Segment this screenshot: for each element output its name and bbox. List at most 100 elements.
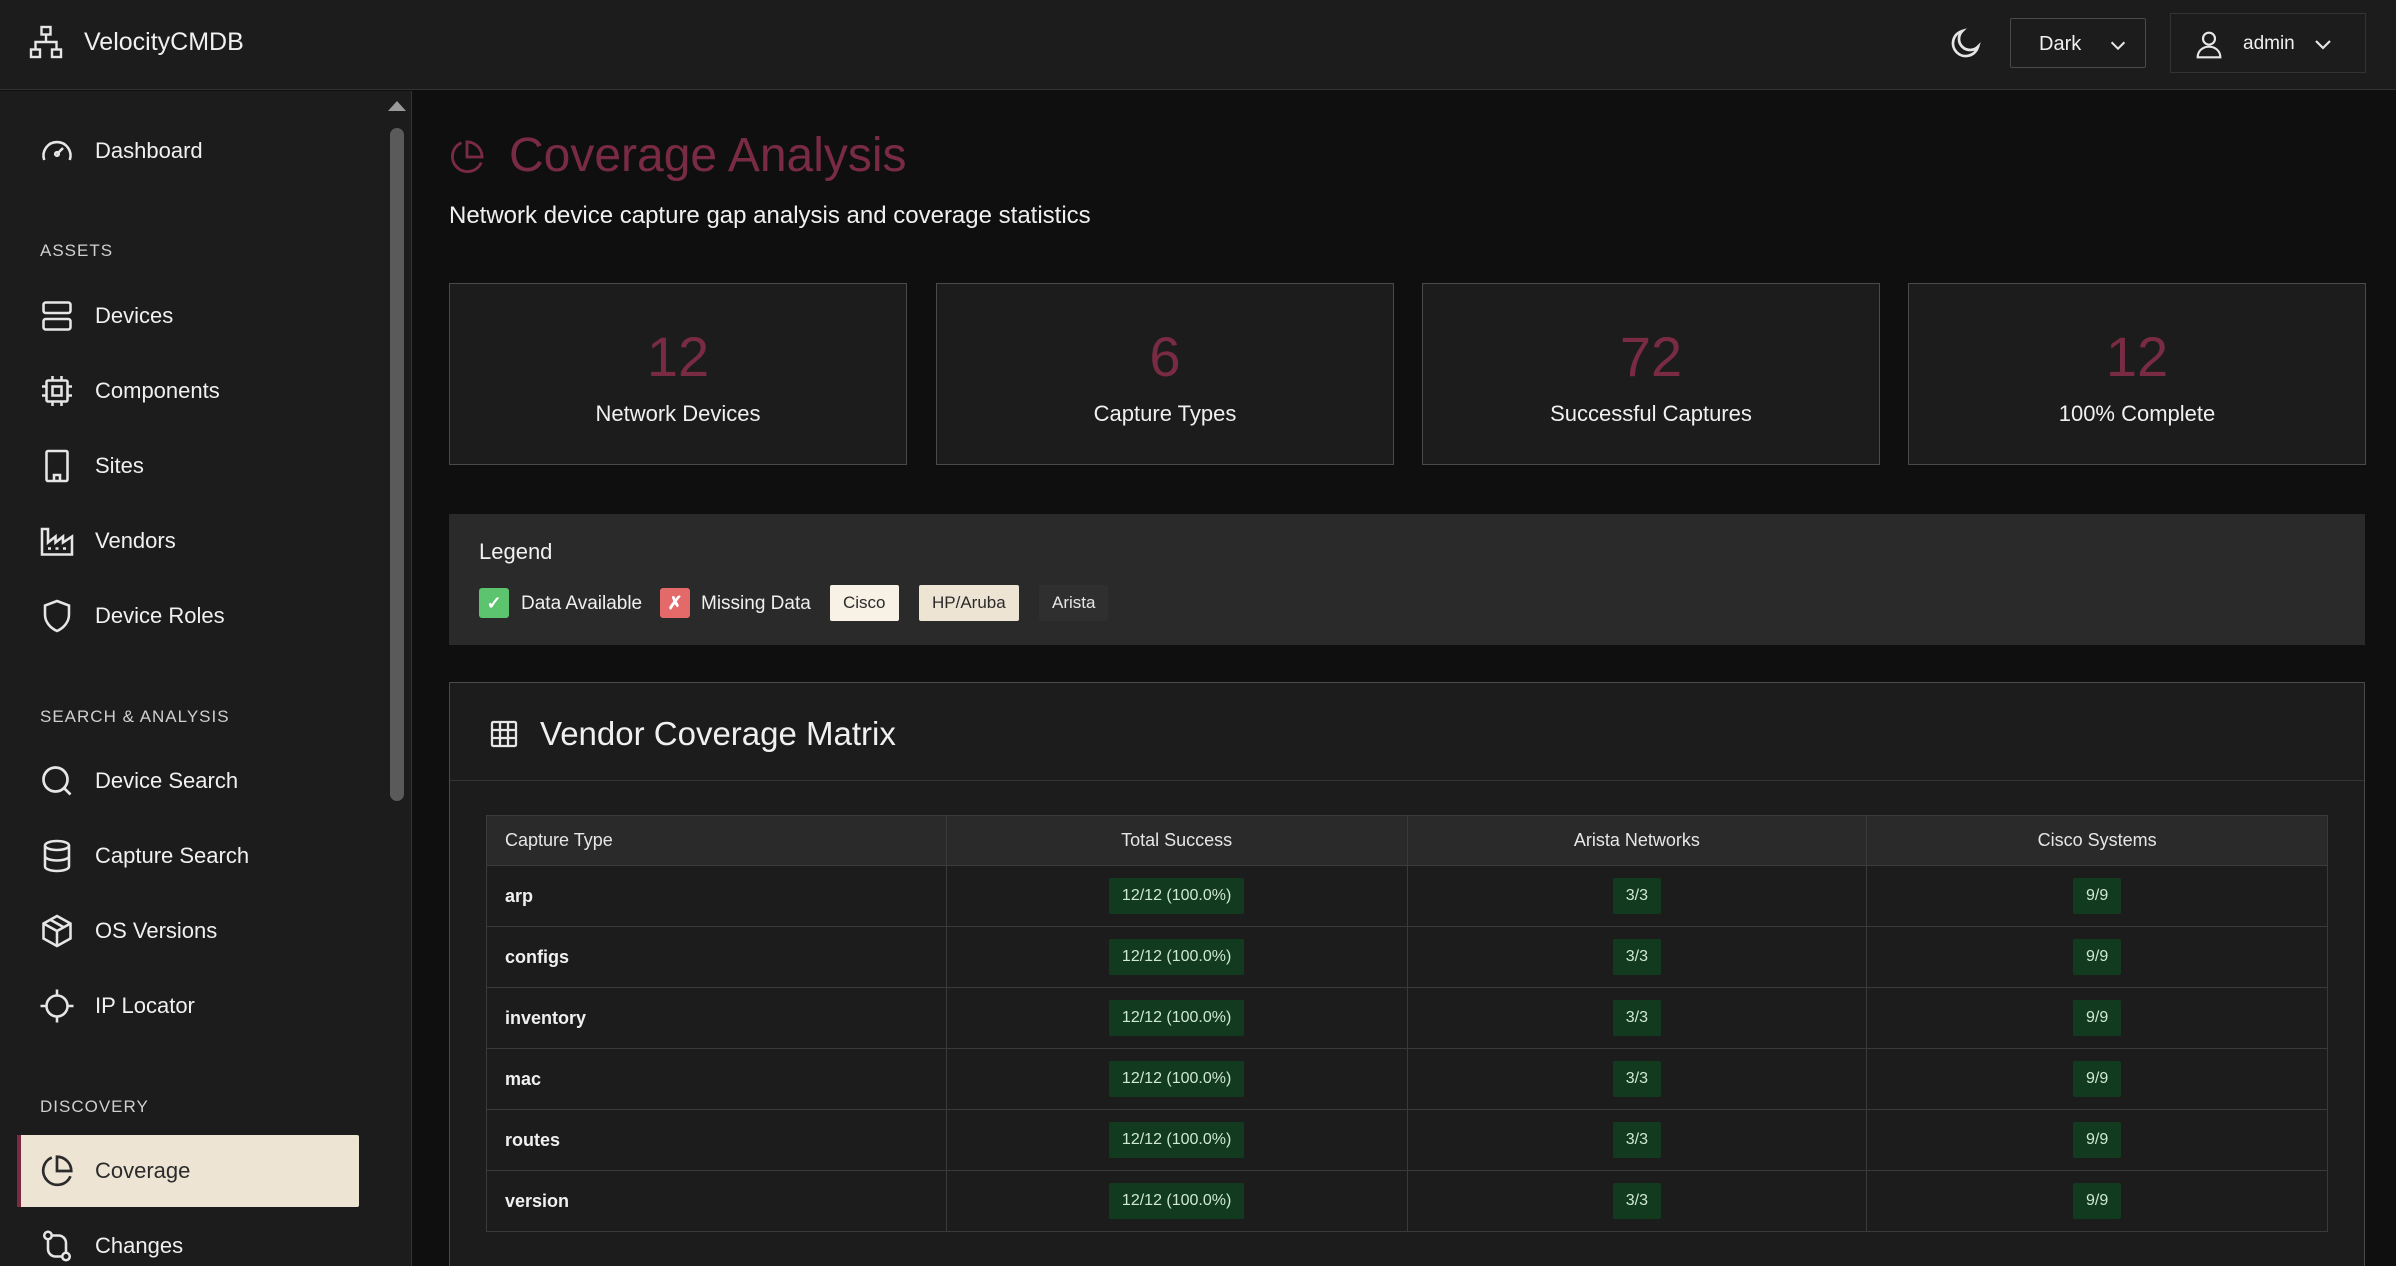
success-badge: 9/9 — [2072, 1183, 2122, 1219]
stat-card-complete: 12 100% Complete — [1908, 283, 2366, 465]
arista-cell: 3/3 — [1406, 865, 1868, 927]
sidebar-item-label: Capture Search — [95, 843, 250, 868]
sidebar-item-capture-search[interactable]: Capture Search — [17, 820, 359, 892]
table-row: mac 12/12 (100.0%) 3/3 9/9 — [486, 1048, 2328, 1110]
legend-title: Legend — [479, 539, 553, 564]
column-header[interactable]: Cisco Systems — [1866, 815, 2328, 866]
sidebar-item-device-roles[interactable]: Device Roles — [17, 580, 359, 652]
chevron-down-icon — [2110, 41, 2126, 51]
total-success-cell: 12/12 (100.0%) — [945, 865, 1408, 927]
section-search-analysis: SEARCH & ANALYSIS — [40, 707, 230, 726]
matrix-title: Vendor Coverage Matrix — [540, 715, 896, 752]
cross-icon: ✗ — [660, 588, 690, 618]
sidebar-item-dashboard[interactable]: Dashboard — [17, 115, 359, 187]
cisco-cell: 9/9 — [1866, 926, 2328, 988]
cisco-cell: 9/9 — [1866, 1170, 2328, 1232]
stat-label: 100% Complete — [2058, 401, 2216, 426]
app-title: VelocityCMDB — [84, 27, 244, 56]
capture-type-cell: configs — [486, 926, 947, 988]
cisco-cell: 9/9 — [1866, 1048, 2328, 1110]
capture-type-cell: arp — [486, 865, 947, 927]
total-success-cell: 12/12 (100.0%) — [945, 1109, 1408, 1171]
chevron-down-icon — [2315, 40, 2331, 50]
section-discovery: DISCOVERY — [40, 1097, 149, 1116]
table-row: inventory 12/12 (100.0%) 3/3 9/9 — [486, 987, 2328, 1049]
success-badge: 3/3 — [1612, 1122, 1661, 1158]
sidebar-item-label: Devices — [95, 303, 174, 328]
sidebar-item-ip-locator[interactable]: IP Locator — [17, 970, 359, 1042]
stat-label: Capture Types — [1093, 401, 1237, 426]
sidebar-item-label: OS Versions — [95, 918, 218, 943]
success-badge: 9/9 — [2072, 1000, 2122, 1036]
scrollbar-thumb[interactable] — [390, 128, 404, 801]
cisco-cell: 9/9 — [1866, 987, 2328, 1049]
sidebar-item-label: IP Locator — [95, 993, 195, 1018]
sidebar-item-os-versions[interactable]: OS Versions — [17, 895, 359, 967]
box-icon — [42, 914, 72, 948]
page-subtitle: Network device capture gap analysis and … — [449, 202, 1091, 229]
scroll-up-arrow-icon[interactable] — [388, 101, 406, 111]
stat-label: Network Devices — [595, 401, 761, 426]
success-badge: 12/12 (100.0%) — [1108, 1122, 1245, 1158]
arista-cell: 3/3 — [1406, 1048, 1868, 1110]
chip-icon — [42, 376, 72, 406]
check-icon: ✓ — [479, 588, 509, 618]
stat-value: 12 — [2105, 325, 2169, 388]
success-badge: 3/3 — [1612, 1183, 1661, 1219]
total-success-cell: 12/12 (100.0%) — [945, 926, 1408, 988]
legend-available-label: Data Available — [521, 593, 643, 614]
search-icon — [42, 766, 72, 796]
success-badge: 3/3 — [1612, 1061, 1661, 1097]
vendor-badge-hparuba: HP/Aruba — [919, 585, 1019, 621]
server-icon — [42, 301, 72, 331]
user-name: admin — [2243, 33, 2295, 54]
success-badge: 3/3 — [1612, 939, 1661, 975]
table-row: routes 12/12 (100.0%) 3/3 9/9 — [486, 1109, 2328, 1171]
success-badge: 12/12 (100.0%) — [1108, 878, 1245, 914]
cisco-cell: 9/9 — [1866, 1109, 2328, 1171]
vendor-badge-cisco: Cisco — [830, 585, 899, 621]
legend-panel: Legend ✓ Data Available ✗ Missing Data C… — [449, 514, 2365, 645]
sidebar-item-label: Sites — [95, 453, 144, 478]
sidebar-item-sites[interactable]: Sites — [17, 430, 359, 502]
column-header[interactable]: Total Success — [945, 815, 1408, 866]
success-badge: 9/9 — [2072, 1122, 2122, 1158]
sidebar-item-device-search[interactable]: Device Search — [17, 745, 359, 817]
sidebar-item-coverage[interactable]: Coverage — [17, 1135, 359, 1207]
building-icon — [45, 449, 69, 483]
success-badge: 12/12 (100.0%) — [1108, 1000, 1245, 1036]
moon-icon[interactable] — [1948, 25, 1984, 61]
success-badge: 9/9 — [2072, 878, 2122, 914]
top-bar: VelocityCMDB Dark admin — [0, 0, 2396, 90]
success-badge: 12/12 (100.0%) — [1108, 939, 1245, 975]
theme-select[interactable]: Dark — [2010, 18, 2146, 68]
vendor-badge-arista: Arista — [1039, 585, 1109, 621]
pie-chart-icon — [41, 1155, 73, 1187]
stat-label: Successful Captures — [1550, 401, 1752, 426]
sidebar-item-changes[interactable]: Changes — [17, 1210, 359, 1266]
capture-type-cell: inventory — [486, 987, 947, 1049]
success-badge: 12/12 (100.0%) — [1108, 1183, 1245, 1219]
cisco-cell: 9/9 — [1866, 865, 2328, 927]
sidebar-item-devices[interactable]: Devices — [17, 280, 359, 352]
section-assets: ASSETS — [40, 241, 114, 260]
column-header[interactable]: Capture Type — [486, 815, 947, 866]
sidebar-item-label: Changes — [95, 1233, 184, 1258]
user-menu-button[interactable]: admin — [2170, 13, 2366, 73]
table-row: arp 12/12 (100.0%) 3/3 9/9 — [486, 865, 2328, 927]
page-title: Coverage Analysis — [509, 129, 907, 182]
sidebar-item-vendors[interactable]: Vendors — [17, 505, 359, 577]
table-row: version 12/12 (100.0%) 3/3 9/9 — [486, 1170, 2328, 1232]
database-icon — [43, 839, 71, 873]
column-header[interactable]: Arista Networks — [1406, 815, 1868, 866]
sidebar-item-components[interactable]: Components — [17, 355, 359, 427]
stat-card-successful-captures: 72 Successful Captures — [1422, 283, 1880, 465]
sidebar-item-label: Dashboard — [95, 138, 203, 163]
sidebar: Dashboard ASSETS Devices Components Site… — [0, 91, 412, 1266]
sidebar-item-label: Components — [95, 378, 220, 403]
coverage-table: Capture Type Total Success Arista Networ… — [486, 815, 2328, 1232]
brand[interactable]: VelocityCMDB — [28, 24, 244, 60]
git-compare-icon — [42, 1230, 72, 1262]
success-badge: 12/12 (100.0%) — [1108, 1061, 1245, 1097]
sidebar-item-label: Vendors — [95, 528, 176, 553]
